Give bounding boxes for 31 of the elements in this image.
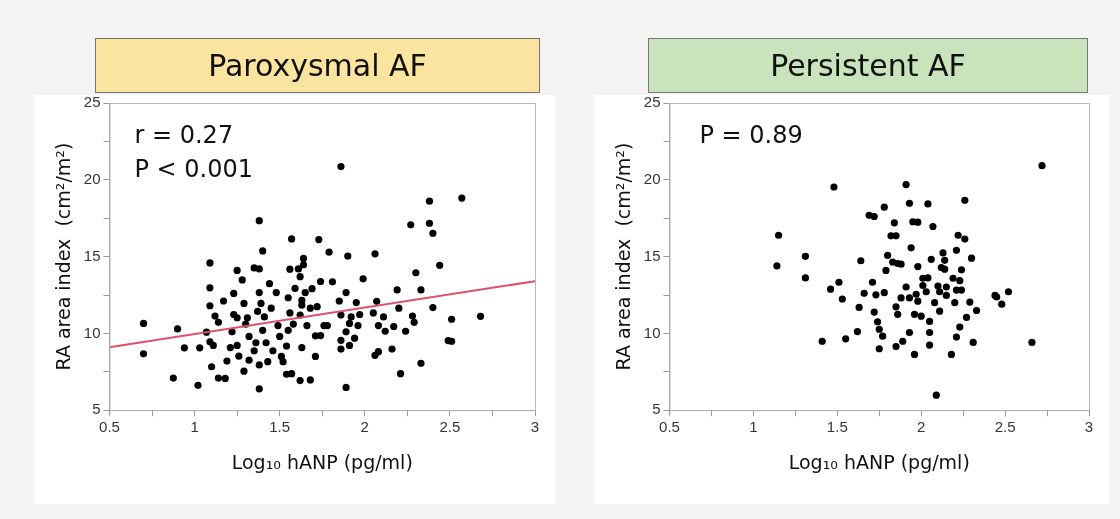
x-tick-label: 1.5 [826, 418, 848, 436]
x-tick-label: 2 [917, 418, 926, 436]
x-tick-label: 0.5 [99, 418, 120, 436]
x-tick-label: 2.5 [439, 418, 461, 436]
y-tick-label: 25 [83, 93, 101, 111]
y-axis-title: RA area index (cm²/m²) [52, 142, 75, 371]
y-tick-label: 20 [83, 169, 101, 187]
y-tick-label: 5 [92, 400, 101, 418]
y-tick-label: 25 [643, 93, 661, 111]
chart-title: Paroxysmal AF [95, 38, 540, 93]
annotation: P = 0.89 [699, 121, 803, 150]
x-tick-label: 1 [749, 418, 758, 436]
x-axis-title: Log₁₀ hANP (pg/ml) [788, 450, 970, 473]
y-tick-label: 20 [643, 169, 661, 187]
y-tick-label: 10 [83, 323, 101, 341]
y-tick-label: 15 [83, 246, 101, 264]
x-tick-label: 3 [530, 418, 540, 436]
x-tick-label: 1 [190, 418, 199, 436]
y-tick-label: 10 [643, 323, 661, 341]
y-tick-label: 5 [652, 400, 661, 418]
x-tick-label: 2 [360, 418, 369, 436]
x-tick-label: 0.5 [659, 418, 680, 436]
x-tick-label: 3 [1084, 418, 1094, 436]
annotation: P < 0.001 [134, 155, 254, 184]
annotation: r = 0.27 [134, 121, 234, 150]
y-tick-label: 15 [643, 246, 661, 264]
y-axis-title: RA area index (cm²/m²) [612, 142, 635, 371]
x-tick-label: 1.5 [269, 418, 291, 436]
x-axis-title: Log₁₀ hANP (pg/ml) [231, 450, 413, 473]
chart-title: Persistent AF [648, 38, 1088, 93]
x-tick-label: 2.5 [994, 418, 1016, 436]
